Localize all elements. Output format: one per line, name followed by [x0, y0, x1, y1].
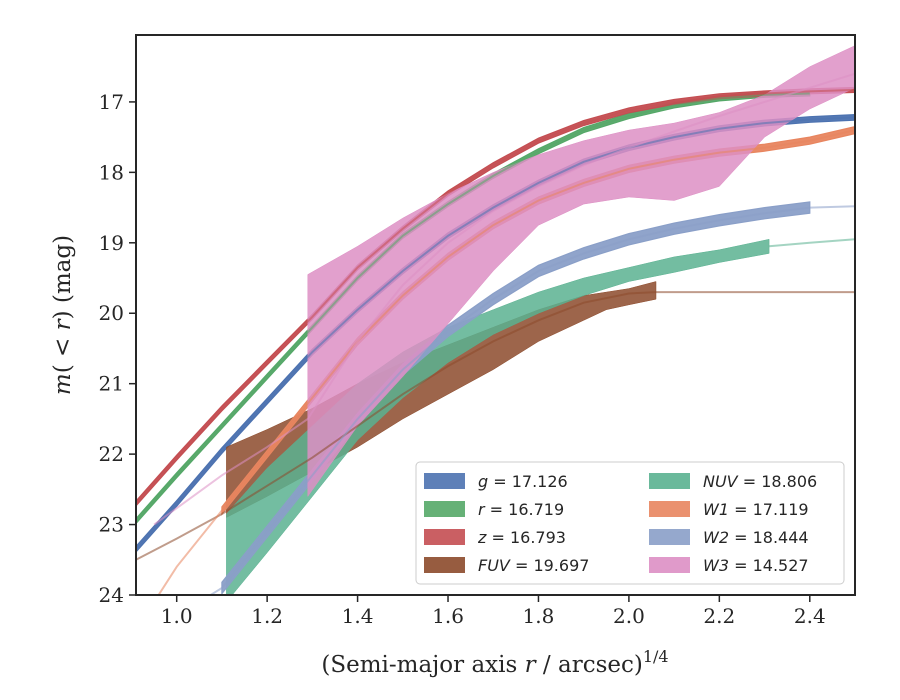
- legend-label-fuv: FUV = 19.697: [478, 556, 589, 575]
- model-curve-g: [136, 116, 855, 550]
- legend: g = 17.126 r = 16.719 z = 16.793 FUV = 19.6…: [415, 461, 845, 585]
- y-tick-label: 19: [99, 231, 124, 255]
- model-curve-w3: [153, 72, 855, 526]
- y-tick-label: 22: [99, 442, 124, 466]
- legend-swatch-r: [424, 501, 465, 517]
- y-tick-label: 17: [99, 90, 124, 114]
- y-tick-label: 23: [99, 513, 124, 537]
- legend-swatch-g: [424, 473, 465, 489]
- model-curve-z: [136, 88, 855, 505]
- model-curve-fuv: [136, 291, 855, 561]
- x-tick-label: 1.8: [523, 604, 555, 628]
- legend-label-nuv: NUV = 18.806: [703, 472, 817, 491]
- model-curve-w2: [208, 205, 855, 595]
- x-tick-label: 1.0: [161, 604, 193, 628]
- model-curve-w1: [157, 129, 855, 595]
- legend-label-w3: W3 = 14.527: [703, 556, 809, 575]
- x-tick-label: 2.2: [703, 604, 735, 628]
- legend-frame: [415, 461, 845, 585]
- x-tick-label: 1.6: [432, 604, 464, 628]
- x-tick-label: 2.4: [794, 604, 826, 628]
- legend-label-r: r = 16.719: [478, 500, 564, 519]
- x-tick-label: 2.0: [613, 604, 645, 628]
- legend-swatch-fuv: [424, 557, 465, 573]
- x-tick-label: 1.4: [342, 604, 374, 628]
- legend-swatch-nuv: [649, 473, 690, 489]
- legend-label-z: z = 16.793: [477, 528, 566, 547]
- band-w3: [307, 45, 855, 498]
- x-tick-label: 1.2: [251, 604, 283, 628]
- series-bands: [136, 45, 855, 595]
- y-tick-label: 20: [99, 301, 124, 325]
- legend-label-w2: W2 = 18.444: [703, 528, 809, 547]
- legend-label-g: g = 17.126: [478, 472, 568, 491]
- legend-swatch-w2: [649, 529, 690, 545]
- legend-swatch-w1: [649, 501, 690, 517]
- x-axis-title: (Semi-major axis r / arcsec)1/4: [321, 647, 668, 678]
- model-curves: [136, 72, 855, 595]
- model-curve-nuv: [769, 238, 855, 248]
- legend-swatch-z: [424, 529, 465, 545]
- plot-frame: [135, 34, 856, 596]
- legend-label-w1: W1 = 17.119: [703, 500, 809, 519]
- legend-swatch-w3: [649, 557, 690, 573]
- x-axis: 1.0 1.2 1.4 1.6 1.8 2.0 2.2 2.4: [161, 595, 826, 628]
- y-tick-label: 24: [99, 583, 124, 607]
- y-axis-title: m( < r) (mag): [50, 235, 76, 395]
- y-axis: 17 18 19 20 21 22 23 24: [99, 90, 136, 607]
- model-curve-r: [136, 92, 810, 522]
- y-tick-label: 18: [99, 160, 124, 184]
- y-tick-label: 21: [99, 372, 124, 396]
